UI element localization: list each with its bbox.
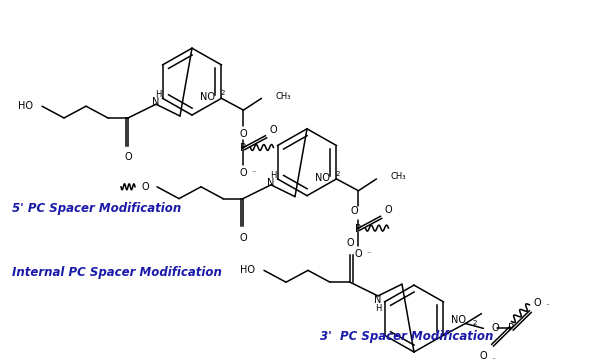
- Text: NO: NO: [451, 315, 466, 325]
- Text: Internal PC Spacer Modification: Internal PC Spacer Modification: [12, 266, 222, 279]
- Text: NO: NO: [315, 173, 330, 183]
- Text: CH₃: CH₃: [276, 92, 291, 101]
- Text: O: O: [142, 182, 149, 192]
- Text: H: H: [155, 90, 161, 99]
- Text: O: O: [351, 206, 358, 216]
- Text: O: O: [534, 298, 541, 308]
- Text: P: P: [240, 143, 247, 153]
- Text: H: H: [270, 171, 276, 180]
- Text: CH₃: CH₃: [391, 172, 406, 181]
- Text: O: O: [384, 205, 392, 215]
- Text: 2: 2: [336, 171, 340, 177]
- Text: ⁻: ⁻: [367, 249, 371, 258]
- Text: O: O: [346, 238, 354, 248]
- Text: HO: HO: [18, 101, 33, 111]
- Text: ⁻: ⁻: [546, 304, 549, 310]
- Text: 5' PC Spacer Modification: 5' PC Spacer Modification: [12, 202, 181, 215]
- Text: 2: 2: [221, 90, 225, 96]
- Text: N: N: [375, 295, 382, 305]
- Text: N: N: [153, 97, 160, 107]
- Text: O: O: [491, 323, 499, 333]
- Text: ⁻: ⁻: [491, 357, 495, 362]
- Text: NO: NO: [200, 92, 215, 102]
- Text: O: O: [124, 152, 132, 162]
- Text: O: O: [480, 351, 487, 361]
- Text: O: O: [239, 233, 247, 243]
- Text: P: P: [355, 224, 362, 234]
- Text: P: P: [509, 323, 514, 333]
- Text: O: O: [355, 249, 362, 259]
- Text: O: O: [269, 125, 277, 135]
- Text: HO: HO: [240, 265, 255, 275]
- Text: N: N: [268, 178, 275, 188]
- Text: 2: 2: [472, 320, 477, 327]
- Text: O: O: [240, 168, 247, 178]
- Text: O: O: [240, 129, 247, 139]
- Text: H: H: [375, 304, 381, 313]
- Text: 3'  PC Spacer Modification: 3' PC Spacer Modification: [320, 330, 493, 343]
- Text: ⁻: ⁻: [252, 169, 256, 177]
